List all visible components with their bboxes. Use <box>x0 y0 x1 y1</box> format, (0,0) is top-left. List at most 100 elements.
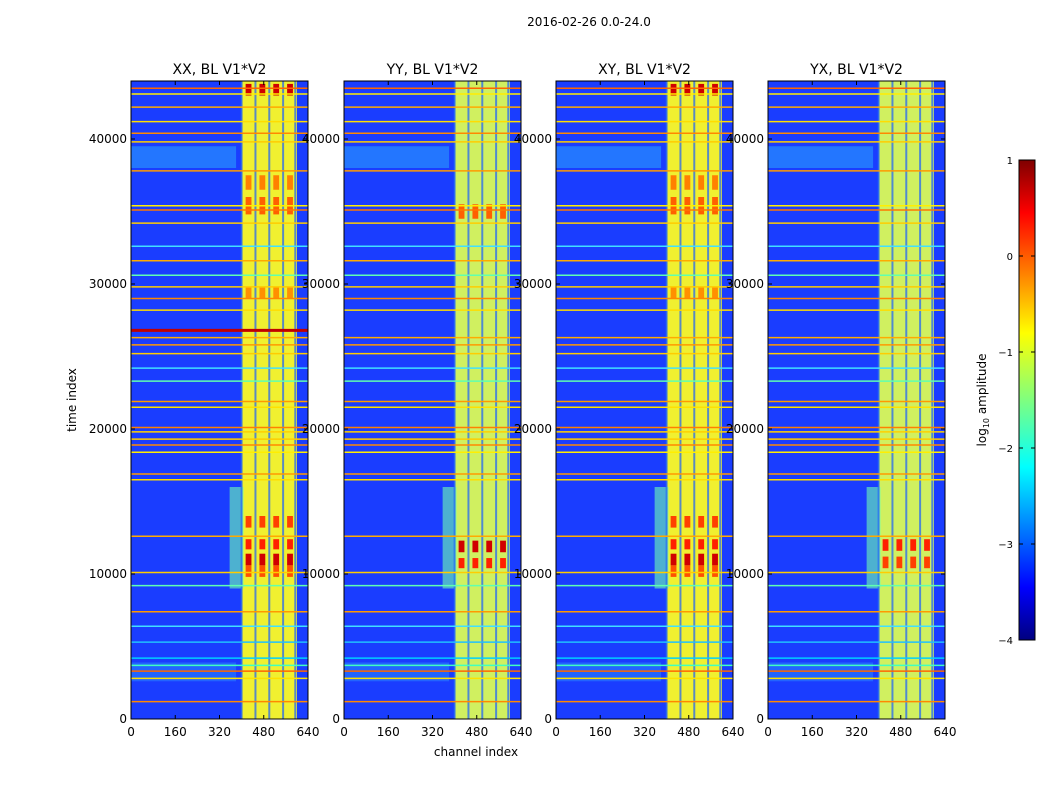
hot-patch <box>259 83 266 96</box>
hot-patch <box>245 539 252 550</box>
colorbar-label: log10 amplitude <box>975 354 991 447</box>
x-tick-label: 160 <box>801 725 824 739</box>
hot-patch <box>273 553 280 566</box>
hot-patch <box>712 565 718 577</box>
panel-2: YY, BL V1*V2 0 160 320 480 640 0 10000 20000 3000… <box>302 62 533 739</box>
hot-patch <box>287 553 293 566</box>
hot-patch <box>670 83 677 96</box>
hot-patch <box>712 83 718 96</box>
hot-patch <box>245 286 252 299</box>
hot-patch <box>486 558 493 569</box>
x-tick-label: 480 <box>889 725 912 739</box>
hot-patch <box>670 516 677 528</box>
x-tick-label: 0 <box>340 725 348 739</box>
hot-patch <box>698 175 705 190</box>
hot-patch <box>458 204 465 219</box>
hot-patch <box>712 286 718 299</box>
hot-patch <box>500 558 506 569</box>
hot-patch <box>259 553 266 566</box>
hot-patch <box>698 565 705 577</box>
hot-patch <box>712 553 718 566</box>
x-tick-label: 160 <box>377 725 400 739</box>
y-tick-label: 20000 <box>726 422 764 436</box>
hot-patch <box>712 516 718 528</box>
y-tick-label: 20000 <box>302 422 340 436</box>
hot-patch <box>287 175 293 190</box>
y-tick-label: 40000 <box>514 132 552 146</box>
hot-patch <box>287 83 293 96</box>
cyan-region <box>768 146 874 168</box>
hot-patch <box>273 286 280 299</box>
y-tick-label: 0 <box>756 712 764 726</box>
hot-patch <box>259 286 266 299</box>
x-tick-label: 640 <box>934 725 957 739</box>
hot-patch <box>670 286 677 299</box>
hot-patch <box>500 540 506 553</box>
x-tick-label: 160 <box>589 725 612 739</box>
cyan-region <box>131 146 237 168</box>
cyan-region <box>344 146 450 168</box>
hot-patch <box>698 83 705 96</box>
colorbar: 10−1−2−3−4 log10 amplitude <box>975 156 1036 647</box>
hot-patch <box>684 83 691 96</box>
hot-patch <box>684 553 691 566</box>
hot-patch <box>273 175 280 190</box>
hot-patch <box>684 516 691 528</box>
y-tick-label: 30000 <box>89 277 127 291</box>
hot-patch <box>245 553 252 566</box>
hot-patch <box>670 175 677 190</box>
hot-patch <box>245 516 252 528</box>
hot-patch <box>896 556 903 569</box>
colorbar-tick-label: −4 <box>998 636 1013 647</box>
colorbar-label-rest: amplitude <box>975 354 989 418</box>
y-tick-label: 0 <box>544 712 552 726</box>
y-tick-label: 30000 <box>302 277 340 291</box>
band-edge <box>442 487 457 589</box>
hot-patch <box>287 565 293 577</box>
colorbar-gradient <box>1018 159 1036 641</box>
y-tick-label: 20000 <box>89 422 127 436</box>
hot-patch <box>698 516 705 528</box>
hot-patch <box>712 175 718 190</box>
y-tick-label: 40000 <box>302 132 340 146</box>
y-axis-label: time index <box>65 368 79 432</box>
band-edge <box>866 487 881 589</box>
panel-1: XX, BL V1*V2 0 160 320 480 640 0 10000 20000 3000… <box>89 62 320 739</box>
panel-4: YX, BL V1*V2 0 160 320 480 640 0 10000 20000 3000… <box>726 62 957 739</box>
hot-patch <box>472 558 479 569</box>
panels: XX, BL V1*V2 0 160 320 480 640 0 10000 20000 3000… <box>89 62 957 739</box>
hot-patch <box>698 539 705 550</box>
hot-patch <box>684 539 691 550</box>
hot-patch <box>287 539 293 550</box>
hot-patch <box>287 516 293 528</box>
x-tick-label: 640 <box>297 725 320 739</box>
colorbar-label-sub: 10 <box>982 418 991 428</box>
x-tick-label: 480 <box>252 725 275 739</box>
panel-title: YY, BL V1*V2 <box>386 62 479 78</box>
hot-patch <box>684 286 691 299</box>
y-tick-label: 30000 <box>726 277 764 291</box>
x-tick-label: 480 <box>677 725 700 739</box>
hot-patch <box>500 204 506 219</box>
hot-patch <box>259 539 266 550</box>
hot-patch <box>472 204 479 219</box>
hot-patch <box>472 540 479 553</box>
y-tick-label: 10000 <box>514 567 552 581</box>
panel-3: XY, BL V1*V2 0 160 320 480 640 0 10000 20000 3000… <box>514 62 745 739</box>
hot-patch <box>273 565 280 577</box>
hot-patch <box>458 558 465 569</box>
x-tick-label: 160 <box>164 725 187 739</box>
x-tick-label: 0 <box>127 725 135 739</box>
y-tick-label: 0 <box>119 712 127 726</box>
y-tick-label: 30000 <box>514 277 552 291</box>
hot-patch <box>712 539 718 550</box>
y-tick-label: 0 <box>332 712 340 726</box>
x-tick-label: 320 <box>633 725 656 739</box>
hot-patch <box>670 565 677 577</box>
hot-patch <box>924 556 930 569</box>
x-tick-label: 0 <box>552 725 560 739</box>
colorbar-tick-label: −3 <box>998 540 1013 551</box>
x-tick-label: 640 <box>510 725 533 739</box>
hot-patch <box>273 83 280 96</box>
